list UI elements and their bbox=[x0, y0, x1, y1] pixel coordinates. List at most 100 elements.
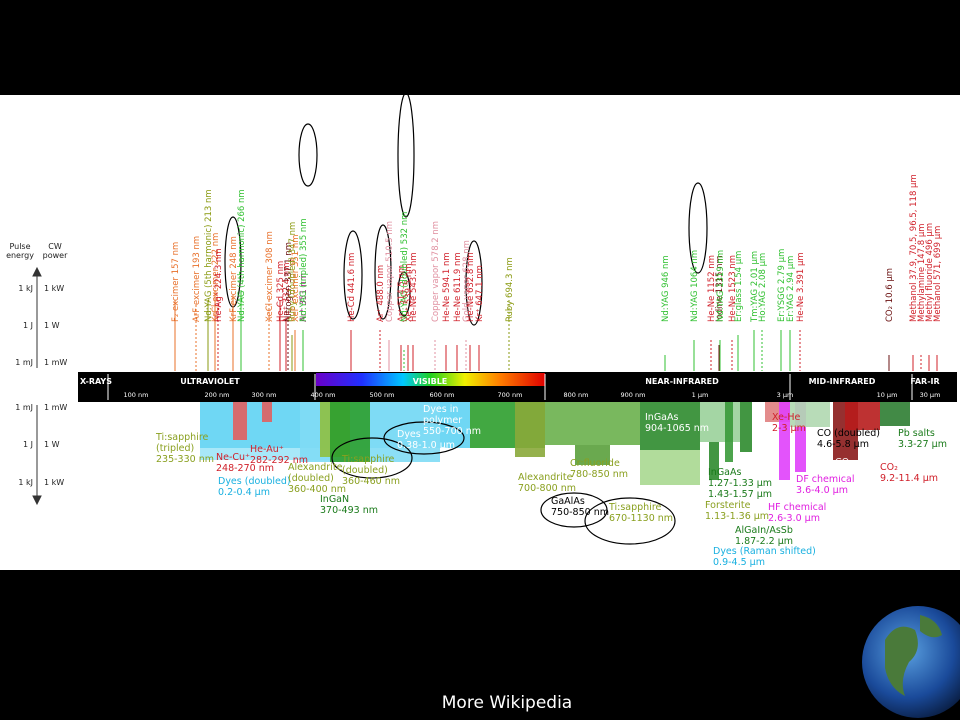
solid-laser-label: Cr:fluoride 780-850 nm bbox=[570, 458, 628, 480]
solid-laser-label-line: 282-292 nm bbox=[250, 455, 308, 466]
solid-laser-label-line: Alexandrite bbox=[288, 462, 343, 473]
gas-laser-label: Nd:YAG (5th harmonic) 213 nm bbox=[204, 189, 214, 322]
solid-laser-label: CO 5-7 μm bbox=[835, 457, 869, 479]
solid-laser-label-line: 630-685 nm bbox=[472, 461, 530, 472]
solid-laser-label: Ti:sapphire (tripled) 235-330 nm bbox=[155, 432, 214, 465]
chart-area bbox=[0, 95, 960, 570]
solid-laser-label-line: GaAlAs bbox=[551, 496, 585, 507]
emission-block bbox=[779, 402, 790, 480]
power-tick: 1 mW bbox=[44, 403, 67, 412]
solid-laser-label-line: 670-1130 nm bbox=[609, 513, 673, 524]
solid-laser-label: AlGaIn/AsSb 1.87-2.2 μm bbox=[735, 525, 793, 547]
emission-block bbox=[709, 442, 719, 480]
emission-block bbox=[740, 402, 752, 452]
solid-laser-label: InGaAs 904-1065 nm bbox=[645, 412, 709, 434]
emission-block bbox=[700, 402, 740, 442]
solid-laser-label-line: polymer bbox=[423, 415, 462, 426]
solid-laser-label: HF chemical 2.6-3.0 μm bbox=[768, 502, 826, 524]
gas-laser-label: He-Ne 611.9 nm bbox=[453, 252, 463, 322]
emission-block bbox=[725, 402, 733, 462]
gas-laser-label: KrF excimer 248 nm bbox=[229, 236, 239, 322]
gas-laser-label: Ho:YAG 2.08 μm bbox=[758, 253, 768, 322]
gas-laser-label: He-Ne 594.1 nm bbox=[442, 252, 452, 322]
power-tick: 1 W bbox=[44, 321, 60, 330]
gas-laser-label: Xe⁺ 539.5 nm bbox=[404, 263, 414, 322]
solid-laser-label-line: 550-700 nm bbox=[423, 426, 481, 437]
solid-laser-label-line: InGaAs bbox=[645, 412, 679, 423]
emission-block bbox=[233, 402, 247, 440]
solid-laser-label-line: 248-270 nm bbox=[216, 463, 274, 474]
energy-tick: 1 mJ bbox=[15, 358, 33, 367]
emission-block bbox=[880, 402, 910, 426]
solid-laser-label-line: 4.6-5.8 μm bbox=[817, 439, 869, 450]
solid-laser-label: Dyes (doubled) 0.2-0.4 μm bbox=[218, 476, 291, 498]
solid-laser-label-line: InGaAs bbox=[708, 467, 742, 478]
solid-laser-label: InGaAlP 630-685 nm bbox=[472, 450, 530, 472]
emission-block bbox=[515, 402, 545, 457]
solid-laser-label: CO (doubled) 4.6-5.8 μm bbox=[817, 428, 880, 450]
gas-laser-label: He-Ne 1523 nm bbox=[728, 255, 738, 322]
solid-laser-label-line: InGaAlP bbox=[472, 450, 509, 461]
gas-laser-label: He-Cd 441.6 nm bbox=[347, 253, 357, 322]
solid-laser-label: CO₂ 9.2-11.4 μm bbox=[880, 462, 938, 484]
power-tick: 1 kW bbox=[44, 284, 64, 293]
solid-laser-label-line: CO (doubled) bbox=[817, 428, 880, 439]
gas-laser-label: Nd:YAG (doubled) 532 nm bbox=[400, 212, 410, 322]
solid-laser-label-line: (doubled) bbox=[342, 465, 388, 476]
emission-block bbox=[575, 445, 610, 465]
solid-laser-label-line: HF chemical bbox=[768, 502, 826, 513]
solid-laser-label-line: 0.2-0.4 μm bbox=[218, 487, 270, 498]
wavelength-tick: 200 nm bbox=[205, 391, 230, 399]
wavelength-tick: 700 nm bbox=[498, 391, 523, 399]
solid-laser-label-line: Xe-He bbox=[772, 412, 800, 423]
wavelength-tick: 1 μm bbox=[692, 391, 709, 399]
power-tick: 1 W bbox=[44, 440, 60, 449]
gas-laser-label: He-Ag⁺ 224.3 nm bbox=[214, 248, 224, 322]
earth-image bbox=[862, 606, 960, 718]
solid-laser-label-line: 370-493 nm bbox=[320, 505, 378, 516]
wavelength-tick: 600 nm bbox=[430, 391, 455, 399]
solid-laser-label-line: Dyes (Raman shifted) bbox=[713, 546, 816, 557]
pulse-energy-label-line: energy bbox=[6, 251, 34, 260]
gas-laser-label: Nd:YAG 1064 nm bbox=[690, 250, 700, 322]
solid-laser-label-line: AlGaIn/AsSb bbox=[735, 525, 793, 536]
gas-laser-label: Nd:YAG 1319 nm bbox=[716, 250, 726, 322]
region-label: ULTRAVIOLET bbox=[180, 377, 240, 386]
gas-laser-label: Copper vapor 578.2 nm bbox=[431, 221, 441, 322]
cw-power-label-line: power bbox=[43, 251, 68, 260]
emission-block bbox=[640, 450, 700, 485]
solid-laser-label-line: 5-7 μm bbox=[835, 468, 869, 479]
gas-laser-label: Methanol 571, 699 μm bbox=[933, 226, 943, 322]
solid-laser-label-line: Alexandrite bbox=[518, 472, 573, 483]
gas-laser-label: Methylamine 147.8 μm bbox=[917, 223, 927, 322]
solid-laser-label-line: (tripled) bbox=[156, 443, 194, 454]
gas-laser-label: Nd:YAG (4th harmonic) 266 nm bbox=[237, 189, 247, 322]
solid-laser-label: Forsterite 1.13-1.36 μm bbox=[705, 500, 769, 522]
gas-laser-label: Ar⁺ 351 nm bbox=[299, 273, 309, 322]
region-label: FAR-IR bbox=[910, 377, 939, 386]
highlight-ovals bbox=[224, 92, 708, 545]
wavelength-tick: 3 μm bbox=[777, 391, 794, 399]
solid-laser-label-line: Ne-Cu⁺ bbox=[216, 452, 250, 463]
solid-laser-label: Dyes in polymer 550-700 nm bbox=[423, 404, 481, 437]
emission-blocks bbox=[200, 402, 910, 485]
caption: More Wikipedia bbox=[442, 693, 572, 713]
solid-laser-label-line: 904-1065 nm bbox=[645, 423, 709, 434]
emission-block bbox=[545, 402, 640, 445]
energy-tick: 1 mJ bbox=[15, 403, 33, 412]
wavelength-tick: 100 nm bbox=[124, 391, 149, 399]
wavelength-tick: 800 nm bbox=[564, 391, 589, 399]
solid-laser-label-line: CO bbox=[835, 457, 849, 468]
solid-laser-label-line: 1.87-2.2 μm bbox=[735, 536, 793, 547]
solid-laser-label-line: 235-330 nm bbox=[156, 454, 214, 465]
gas-laser-label: Ruby (doubled) 347 nm bbox=[288, 222, 298, 322]
solid-laser-label-line: Cr:fluoride bbox=[570, 458, 620, 469]
wavelength-tick: 10 μm bbox=[877, 391, 898, 399]
gas-laser-label: Ar⁺ 488.0 nm bbox=[376, 265, 386, 322]
solid-laser-label-line: 360-400 nm bbox=[288, 484, 346, 495]
gas-laser-label: KrCl excimer 222 nm bbox=[211, 233, 221, 322]
gas-laser-label: He-Ne 543.5 nm bbox=[409, 252, 419, 322]
solid-laser-label: DF chemical 3.6-4.0 μm bbox=[796, 474, 854, 496]
solid-laser-label-line: 1.27-1.33 μm bbox=[708, 478, 772, 489]
